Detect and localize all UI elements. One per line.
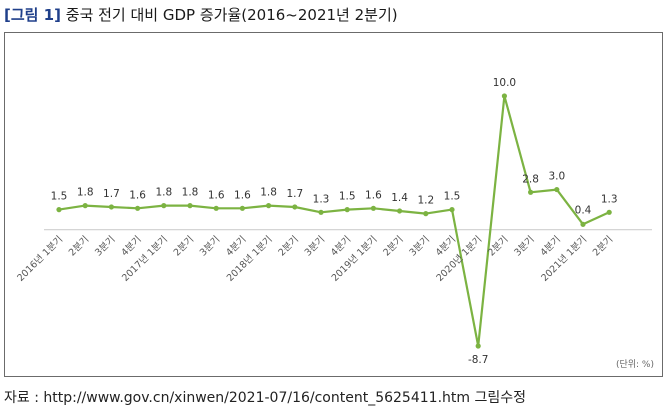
series-line (58, 94, 610, 348)
x-tick-label: 2분기 (67, 234, 91, 258)
data-label: 1.5 (51, 191, 68, 203)
source-note: 자료 : http://www.gov.cn/xinwen/2021-07/16… (4, 390, 526, 406)
data-label: 1.3 (313, 193, 330, 205)
figure-label: [그림 1] (4, 6, 61, 24)
data-point (161, 203, 167, 209)
data-label: 1.6 (365, 189, 382, 201)
data-label: -8.7 (468, 354, 489, 366)
x-tick-label: 2분기 (381, 234, 405, 258)
data-point (528, 189, 534, 195)
x-tick-label: 3분기 (303, 234, 327, 258)
x-tick-label: 3분기 (198, 234, 222, 258)
data-label: 1.6 (208, 189, 225, 201)
data-label: 0.4 (575, 204, 592, 216)
data-point (213, 205, 219, 211)
x-tick-label: 2분기 (591, 234, 615, 258)
data-point (135, 205, 141, 211)
data-label: 2.8 (522, 173, 539, 185)
data-point (292, 204, 298, 210)
x-tick-label: 3분기 (93, 234, 117, 258)
data-point (187, 203, 193, 209)
data-point (318, 209, 324, 215)
x-tick-label: 2016년 1분기 (15, 234, 65, 284)
data-point (239, 205, 245, 211)
data-label: 10.0 (493, 77, 516, 89)
data-label: 3.0 (548, 171, 565, 183)
data-point (606, 209, 612, 215)
data-label: 1.3 (601, 193, 618, 205)
data-label: 1.2 (417, 195, 434, 207)
chart-title: [그림 1] 중국 전기 대비 GDP 증가율(2016~2021년 2분기) (4, 4, 398, 25)
data-label: 1.7 (103, 188, 120, 200)
x-tick-label: 2분기 (277, 234, 301, 258)
data-point (82, 203, 88, 209)
data-label: 1.8 (182, 187, 199, 199)
data-point (397, 208, 403, 214)
figure-title: 중국 전기 대비 GDP 증가율(2016~2021년 2분기) (65, 6, 398, 24)
data-point (449, 207, 455, 213)
data-point (370, 205, 376, 211)
chart-frame (4, 32, 663, 377)
data-point (108, 204, 114, 210)
data-label: 1.7 (286, 188, 303, 200)
data-point (266, 203, 272, 209)
data-label: 1.6 (234, 189, 251, 201)
x-tick-label: 3분기 (512, 234, 536, 258)
data-label: 1.5 (444, 191, 461, 203)
x-tick-label: 3분기 (408, 234, 432, 258)
data-point (580, 221, 586, 227)
data-point (554, 186, 560, 193)
data-point (344, 207, 350, 213)
unit-note: (단위: %) (616, 359, 654, 370)
data-point (501, 93, 507, 99)
data-label: 1.8 (155, 187, 172, 199)
data-label: 1.4 (391, 192, 408, 204)
data-point (56, 207, 62, 213)
data-point (423, 211, 429, 217)
data-label: 1.5 (339, 191, 356, 203)
data-label: 1.8 (260, 187, 277, 199)
data-label: 1.6 (129, 189, 146, 201)
data-point (475, 343, 481, 349)
x-tick-label: 2분기 (172, 234, 196, 258)
data-label: 1.8 (77, 187, 94, 199)
